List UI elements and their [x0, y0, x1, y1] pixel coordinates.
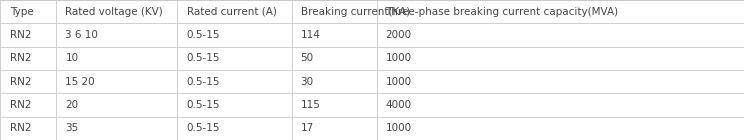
- Text: Type: Type: [10, 7, 34, 17]
- Text: 4000: 4000: [385, 100, 411, 110]
- Text: RN2: RN2: [10, 123, 32, 133]
- Text: 30: 30: [301, 77, 314, 87]
- Text: 35: 35: [65, 123, 79, 133]
- Text: Rated current (A): Rated current (A): [187, 7, 277, 17]
- Text: 20: 20: [65, 100, 79, 110]
- Text: RN2: RN2: [10, 53, 32, 63]
- Text: Three-phase breaking current capacity(MVA): Three-phase breaking current capacity(MV…: [385, 7, 618, 17]
- Text: RN2: RN2: [10, 30, 32, 40]
- Text: RN2: RN2: [10, 100, 32, 110]
- Text: 10: 10: [65, 53, 79, 63]
- Text: 115: 115: [301, 100, 321, 110]
- Text: 2000: 2000: [385, 30, 411, 40]
- Text: 1000: 1000: [385, 123, 411, 133]
- Text: 1000: 1000: [385, 53, 411, 63]
- Text: 0.5-15: 0.5-15: [187, 53, 220, 63]
- Text: 3 6 10: 3 6 10: [65, 30, 98, 40]
- Text: 0.5-15: 0.5-15: [187, 123, 220, 133]
- Text: 1000: 1000: [385, 77, 411, 87]
- Text: 0.5-15: 0.5-15: [187, 77, 220, 87]
- Text: 114: 114: [301, 30, 321, 40]
- Text: 0.5-15: 0.5-15: [187, 30, 220, 40]
- Text: RN2: RN2: [10, 77, 32, 87]
- Text: 15 20: 15 20: [65, 77, 95, 87]
- Text: 50: 50: [301, 53, 314, 63]
- Text: 17: 17: [301, 123, 314, 133]
- Text: 0.5-15: 0.5-15: [187, 100, 220, 110]
- Text: Breaking current(KA): Breaking current(KA): [301, 7, 410, 17]
- Text: Rated voltage (KV): Rated voltage (KV): [65, 7, 163, 17]
